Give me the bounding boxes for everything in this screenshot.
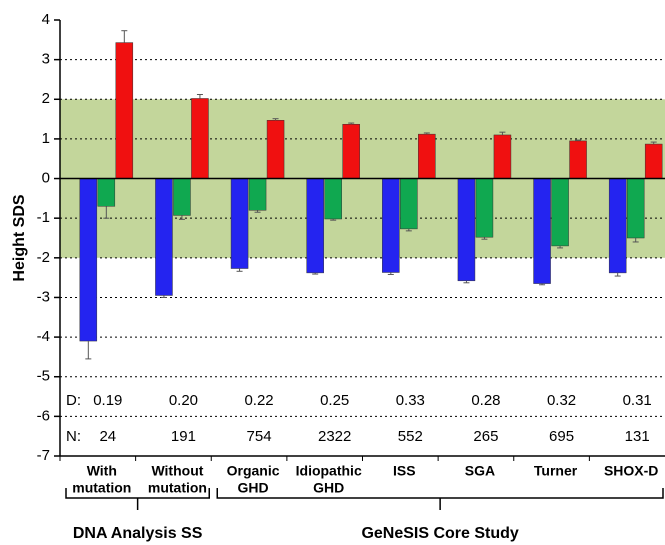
bar <box>79 178 98 342</box>
error-bar <box>481 237 488 240</box>
x-tick-label: With <box>87 463 117 479</box>
y-tick-label: 1 <box>42 130 50 147</box>
row-value: 0.20 <box>169 392 198 409</box>
error-bar <box>423 132 430 135</box>
row-value: 0.19 <box>93 392 122 409</box>
y-tick-label: -3 <box>37 288 50 305</box>
error-bar <box>272 118 279 121</box>
error-bar <box>405 228 412 232</box>
x-tick-label: GHD <box>313 480 344 496</box>
x-tick-label: mutation <box>148 480 207 496</box>
error-bar <box>539 283 546 286</box>
error-bar <box>236 268 243 272</box>
error-bar <box>650 141 657 145</box>
row-value: 131 <box>625 428 650 445</box>
error-bar <box>499 131 506 135</box>
bar <box>457 178 476 282</box>
row-value: 0.22 <box>244 392 273 409</box>
y-tick-label: 3 <box>42 51 50 68</box>
x-tick-label: SGA <box>465 463 495 479</box>
error-bar <box>121 30 128 43</box>
y-tick-label: -2 <box>37 249 50 266</box>
error-bar <box>330 218 337 221</box>
bar <box>248 178 267 211</box>
bar <box>324 178 342 220</box>
row-value: 0.28 <box>471 392 500 409</box>
bar <box>493 134 512 179</box>
error-bar <box>632 238 639 243</box>
bar <box>626 178 645 239</box>
x-tick-label: mutation <box>72 480 131 496</box>
error-bar <box>254 210 261 213</box>
bar <box>382 178 400 273</box>
row-value: 191 <box>171 428 196 445</box>
x-tick-label: ISS <box>393 463 416 479</box>
group-bracket <box>65 488 210 510</box>
error-bar <box>557 245 564 249</box>
error-bar <box>463 280 470 284</box>
y-tick-label: -5 <box>37 368 50 385</box>
error-bar <box>614 272 621 277</box>
bar <box>191 98 209 179</box>
group-label: GeNeSIS Core Study <box>361 525 518 542</box>
bar <box>155 178 173 296</box>
error-bar <box>178 215 185 220</box>
row-value: 552 <box>398 428 423 445</box>
row-value: 0.25 <box>320 392 349 409</box>
error-bar <box>103 206 110 219</box>
row-label: N: <box>66 428 81 445</box>
bar <box>97 178 116 207</box>
row-label: D: <box>66 392 81 409</box>
row-value: 265 <box>473 428 498 445</box>
bar <box>418 133 436 179</box>
bar <box>475 178 494 238</box>
bar <box>266 120 285 179</box>
y-tick-label: 4 <box>42 11 50 28</box>
y-tick-label: 2 <box>42 90 50 107</box>
y-tick-label: -4 <box>37 328 50 345</box>
bar <box>400 178 418 230</box>
error-bar <box>160 295 167 298</box>
y-tick-label: 0 <box>42 170 50 187</box>
bar <box>230 178 249 269</box>
bar <box>608 178 627 274</box>
x-tick-label: GHD <box>238 480 269 496</box>
group-label: DNA Analysis SS <box>73 525 203 542</box>
row-value: 0.32 <box>547 392 576 409</box>
bar <box>644 143 663 179</box>
group-bracket <box>216 488 664 510</box>
y-tick-label: -7 <box>37 447 50 464</box>
error-bar <box>575 139 582 141</box>
bar <box>533 178 551 284</box>
row-value: 0.31 <box>623 392 652 409</box>
x-tick-label: Turner <box>534 463 578 479</box>
x-tick-label: Organic <box>227 463 280 479</box>
row-value: 2322 <box>318 428 351 445</box>
y-axis-label: Height SDS <box>11 194 28 281</box>
error-bar <box>85 341 92 360</box>
bar <box>551 178 569 247</box>
error-bar <box>387 272 394 275</box>
bar <box>306 178 324 274</box>
row-value: 0.33 <box>396 392 425 409</box>
row-value: 754 <box>247 428 272 445</box>
x-tick-label: Without <box>151 463 203 479</box>
error-bar <box>348 122 355 125</box>
error-bar <box>196 94 203 99</box>
y-tick-label: -6 <box>37 407 50 424</box>
x-tick-label: Idiopathic <box>296 463 362 479</box>
x-tick-label: SHOX-D <box>604 463 658 479</box>
bar <box>173 178 191 216</box>
error-bar <box>312 272 319 275</box>
bar <box>342 123 360 179</box>
row-value: 24 <box>99 428 116 445</box>
bar <box>569 140 587 179</box>
row-value: 695 <box>549 428 574 445</box>
y-tick-label: -1 <box>37 209 50 226</box>
bar <box>115 42 134 179</box>
